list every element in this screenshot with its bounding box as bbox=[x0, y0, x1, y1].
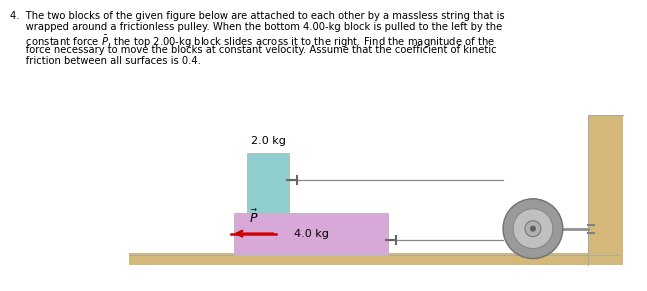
Text: $\vec{P}$: $\vec{P}$ bbox=[248, 208, 258, 226]
Text: friction between all surfaces is 0.4.: friction between all surfaces is 0.4. bbox=[10, 56, 201, 66]
Bar bbox=[247, 153, 289, 213]
Circle shape bbox=[530, 226, 536, 232]
Bar bbox=[234, 213, 388, 255]
Text: wrapped around a frictionless pulley. When the bottom 4.00-kg block is pulled to: wrapped around a frictionless pulley. Wh… bbox=[10, 22, 502, 32]
Circle shape bbox=[503, 199, 563, 259]
Text: force necessary to move the blocks at constant velocity. Assume that the coeffic: force necessary to move the blocks at co… bbox=[10, 45, 497, 55]
Text: 4.0 kg: 4.0 kg bbox=[294, 229, 329, 239]
Text: 2.0 kg: 2.0 kg bbox=[250, 136, 285, 146]
Circle shape bbox=[525, 221, 541, 237]
Circle shape bbox=[513, 209, 553, 249]
Bar bbox=[129, 253, 618, 265]
Text: constant force $\bar{P}$, the top 2.00-kg block slides across it to the right. F: constant force $\bar{P}$, the top 2.00-k… bbox=[10, 33, 495, 49]
Bar bbox=[587, 115, 622, 265]
Text: 4.  The two blocks of the given figure below are attached to each other by a mas: 4. The two blocks of the given figure be… bbox=[10, 10, 505, 21]
